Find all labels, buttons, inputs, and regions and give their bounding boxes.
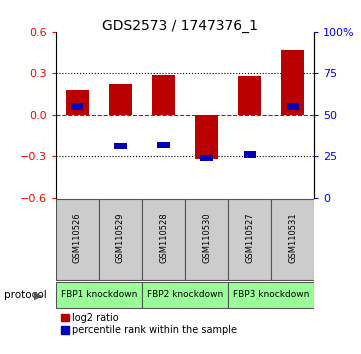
Bar: [238, 76, 261, 115]
Text: GDS2573 / 1747376_1: GDS2573 / 1747376_1: [103, 19, 258, 34]
Text: GSM110528: GSM110528: [159, 212, 168, 263]
FancyBboxPatch shape: [99, 199, 142, 280]
FancyBboxPatch shape: [229, 199, 271, 280]
Bar: [109, 85, 132, 115]
Text: ▶: ▶: [34, 290, 42, 300]
FancyBboxPatch shape: [56, 282, 142, 308]
Text: GSM110527: GSM110527: [245, 212, 254, 263]
Bar: [114, 143, 126, 149]
Bar: [281, 50, 304, 115]
FancyBboxPatch shape: [186, 199, 227, 280]
FancyBboxPatch shape: [229, 282, 314, 308]
Text: GSM110531: GSM110531: [288, 212, 297, 263]
FancyBboxPatch shape: [271, 199, 314, 280]
Text: GSM110526: GSM110526: [73, 212, 82, 263]
Bar: [157, 142, 170, 148]
Text: FBP3 knockdown: FBP3 knockdown: [233, 290, 309, 299]
Text: protocol: protocol: [4, 290, 46, 300]
Bar: [195, 115, 218, 159]
FancyBboxPatch shape: [143, 282, 227, 308]
Text: FBP2 knockdown: FBP2 knockdown: [147, 290, 223, 299]
FancyBboxPatch shape: [56, 199, 99, 280]
Bar: [71, 103, 83, 109]
Bar: [287, 103, 299, 109]
Bar: [66, 90, 89, 115]
FancyBboxPatch shape: [143, 199, 184, 280]
Legend: log2 ratio, percentile rank within the sample: log2 ratio, percentile rank within the s…: [61, 313, 238, 335]
Text: FBP1 knockdown: FBP1 knockdown: [61, 290, 137, 299]
Bar: [152, 75, 175, 115]
Text: GSM110529: GSM110529: [116, 213, 125, 263]
Bar: [244, 152, 256, 158]
Bar: [200, 155, 213, 161]
Text: GSM110530: GSM110530: [202, 212, 211, 263]
